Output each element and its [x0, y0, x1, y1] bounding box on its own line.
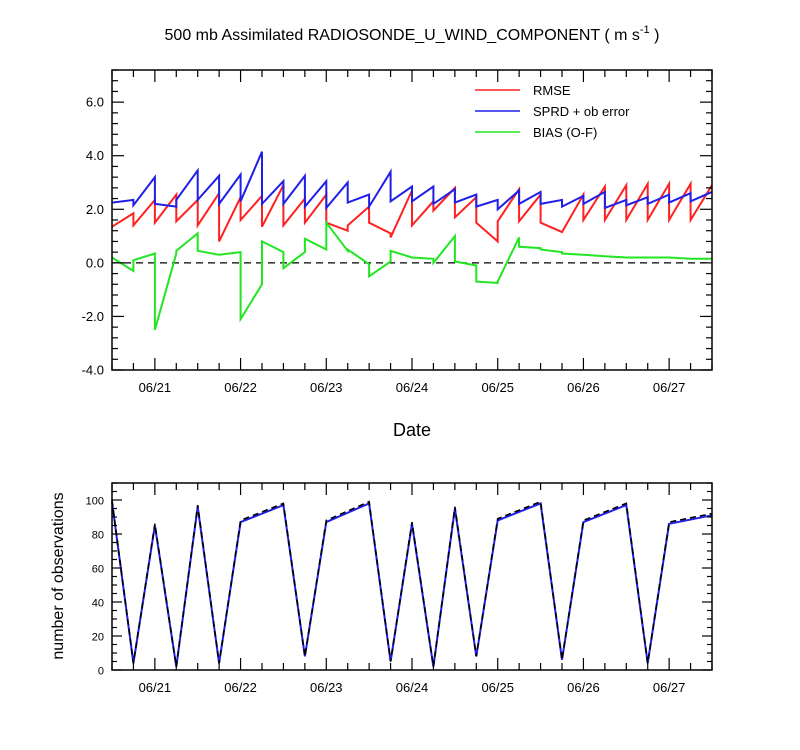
chart-title: 500 mb Assimilated RADIOSONDE_U_WIND_COM… — [165, 24, 660, 44]
bottom-plot-frame — [111, 482, 713, 671]
top-plot-area — [111, 151, 713, 331]
bottom-ticks — [111, 482, 713, 671]
top-y-tick-label: 6.0 — [86, 95, 104, 110]
legend-label-sprd: SPRD + ob error — [533, 104, 630, 119]
bottom-y-tick-label: 0 — [98, 666, 104, 678]
top-y-tick-label: -4.0 — [82, 363, 104, 378]
bottom-y-axis-label: number of observations — [50, 492, 67, 659]
bottom-x-tick-label: 06/26 — [567, 680, 600, 695]
top-x-tick-label: 06/23 — [310, 380, 343, 395]
legend: RMSE SPRD + ob error BIAS (O-F) — [475, 83, 630, 140]
top-y-tick-label: 0.0 — [86, 255, 104, 270]
bottom-y-tick-labels: 0 20 40 60 80 100 — [86, 496, 104, 678]
top-series-line-3 — [111, 219, 712, 331]
bottom-series-line-1 — [111, 501, 713, 667]
top-y-tick-label: 4.0 — [86, 148, 104, 163]
top-x-tick-label: 06/26 — [567, 380, 600, 395]
bottom-y-tick-label: 60 — [92, 564, 104, 576]
top-x-tick-labels: 06/21 06/22 06/23 06/24 06/25 06/26 06/27 — [139, 380, 686, 395]
bottom-plot-area — [111, 499, 713, 667]
top-series-line-2 — [111, 151, 713, 212]
top-x-tick-label: 06/25 — [481, 380, 514, 395]
bottom-x-tick-label: 06/25 — [481, 680, 514, 695]
bottom-y-tick-label: 100 — [86, 496, 104, 508]
top-ticks — [111, 69, 713, 371]
top-x-tick-label: 06/22 — [224, 380, 257, 395]
bottom-x-tick-label: 06/23 — [310, 680, 343, 695]
bottom-x-tick-label: 06/22 — [224, 680, 257, 695]
bottom-y-tick-label: 80 — [92, 530, 104, 542]
bottom-y-tick-label: 20 — [92, 632, 104, 644]
top-y-tick-label: -2.0 — [82, 309, 104, 324]
legend-label-rmse: RMSE — [533, 83, 571, 98]
bottom-series-line-2 — [111, 499, 713, 667]
bottom-x-tick-label: 06/27 — [653, 680, 686, 695]
top-x-tick-label: 06/27 — [653, 380, 686, 395]
top-x-tick-label: 06/24 — [396, 380, 429, 395]
top-x-axis-label: Date — [393, 420, 431, 440]
bottom-x-tick-label: 06/24 — [396, 680, 429, 695]
top-y-tick-label: 2.0 — [86, 202, 104, 217]
chart-title-superscript: -1 — [640, 24, 650, 36]
top-chart: -4.0-2.00.02.04.06.0 06/21 06/22 06/23 06/2… — [82, 69, 713, 440]
top-y-tick-labels: -4.0 -2.0 0.0 2.0 4.0 6.0 — [82, 95, 104, 378]
bottom-x-tick-labels: 06/21 06/22 06/23 06/24 06/25 06/26 06/27 — [139, 680, 686, 695]
chart-title-end: ) — [650, 27, 660, 44]
top-x-tick-label: 06/21 — [139, 380, 172, 395]
chart-title-main: 500 mb Assimilated RADIOSONDE_U_WIND_COM… — [165, 27, 640, 44]
legend-label-bias: BIAS (O-F) — [533, 125, 597, 140]
bottom-y-tick-label: 40 — [92, 598, 104, 610]
bottom-x-tick-label: 06/21 — [139, 680, 172, 695]
